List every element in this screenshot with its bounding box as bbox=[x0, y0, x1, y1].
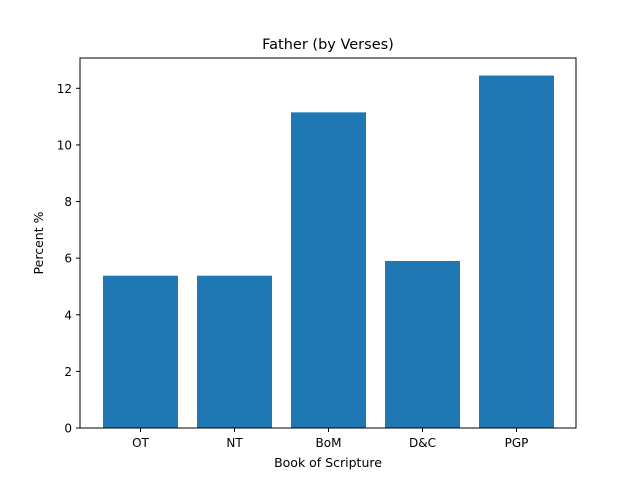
chart-title: Father (by Verses) bbox=[262, 37, 394, 53]
y-tick-label: 10 bbox=[57, 138, 72, 152]
y-tick-label: 0 bbox=[64, 422, 72, 436]
bar-ot bbox=[103, 275, 178, 428]
plot-frame bbox=[79, 57, 577, 429]
y-axis-label: Percent % bbox=[31, 211, 46, 274]
bar-bom bbox=[291, 112, 366, 428]
y-tick-label: 8 bbox=[64, 195, 72, 209]
x-axis-ticks: OT NT BoM D&C PGP bbox=[132, 428, 528, 450]
y-tick-label: 4 bbox=[64, 308, 72, 322]
x-axis-label: Book of Scripture bbox=[274, 455, 382, 470]
x-tick-label: BoM bbox=[316, 436, 342, 450]
y-axis-ticks: 0 2 4 6 8 10 12 bbox=[57, 82, 80, 436]
y-tick-label: 6 bbox=[64, 252, 72, 266]
x-tick-label: OT bbox=[132, 436, 149, 450]
bar-d-c bbox=[385, 260, 460, 428]
x-tick-label: NT bbox=[226, 436, 243, 450]
x-tick-label: D&C bbox=[409, 436, 436, 450]
y-tick-label: 12 bbox=[57, 82, 72, 96]
bar-pgp bbox=[479, 75, 554, 429]
bar-nt bbox=[197, 275, 272, 428]
y-tick-label: 2 bbox=[64, 365, 72, 379]
bars-group bbox=[103, 75, 554, 429]
x-tick-label: PGP bbox=[505, 436, 529, 450]
